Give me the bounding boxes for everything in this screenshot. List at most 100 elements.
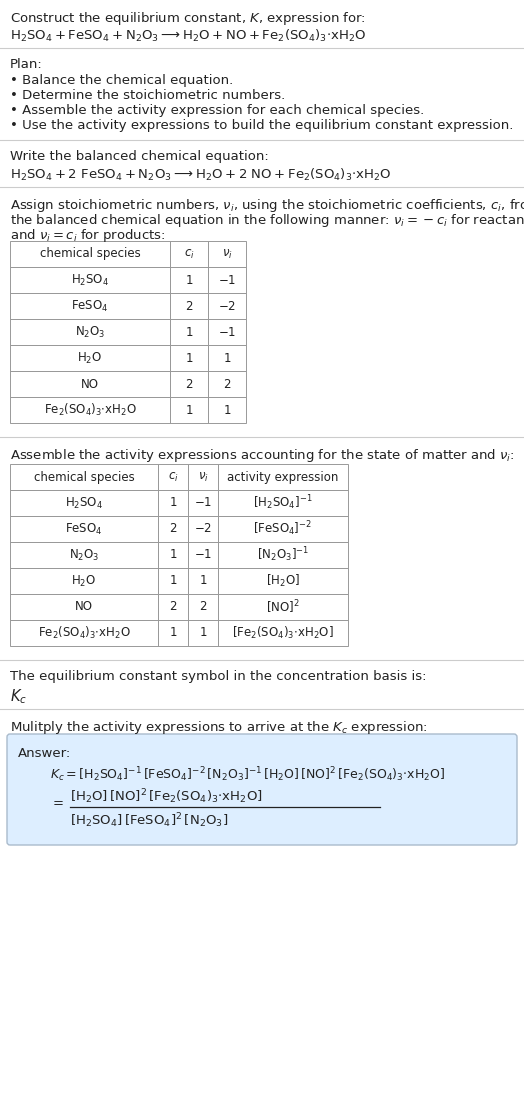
Text: • Assemble the activity expression for each chemical species.: • Assemble the activity expression for e… — [10, 104, 424, 117]
Text: Plan:: Plan: — [10, 58, 43, 71]
Bar — [158, 464, 188, 490]
Text: $-2$: $-2$ — [194, 522, 212, 535]
Bar — [218, 542, 348, 568]
Text: $-1$: $-1$ — [194, 548, 212, 562]
Bar — [170, 371, 208, 397]
Text: $[\mathrm{H_2SO_4}]^{-1}$: $[\mathrm{H_2SO_4}]^{-1}$ — [253, 494, 313, 512]
Bar — [170, 241, 208, 267]
Bar — [10, 620, 158, 646]
Text: $\mathrm{FeSO_4}$: $\mathrm{FeSO_4}$ — [65, 521, 103, 536]
Text: $c_i$: $c_i$ — [183, 248, 194, 261]
Text: $\mathrm{N_2O_3}$: $\mathrm{N_2O_3}$ — [69, 547, 99, 563]
Bar — [218, 490, 348, 516]
Text: 1: 1 — [185, 404, 193, 417]
Bar — [218, 593, 348, 620]
Bar — [188, 542, 218, 568]
Text: $\mathrm{H_2O}$: $\mathrm{H_2O}$ — [78, 350, 103, 365]
Text: $1$: $1$ — [199, 626, 207, 640]
Text: 2: 2 — [185, 377, 193, 391]
Bar — [158, 516, 188, 542]
Text: and $\nu_i = c_i$ for products:: and $\nu_i = c_i$ for products: — [10, 227, 166, 244]
Text: chemical species: chemical species — [40, 248, 140, 260]
Bar — [208, 267, 246, 293]
Bar — [10, 542, 158, 568]
Bar — [208, 319, 246, 344]
Bar — [10, 397, 170, 423]
Bar — [188, 490, 218, 516]
Text: chemical species: chemical species — [34, 471, 134, 484]
Bar — [170, 319, 208, 344]
Text: $[\mathrm{H_2SO_4}]\,[\mathrm{FeSO_4}]^{2}\,[\mathrm{N_2O_3}]$: $[\mathrm{H_2SO_4}]\,[\mathrm{FeSO_4}]^{… — [70, 811, 228, 829]
Text: The equilibrium constant symbol in the concentration basis is:: The equilibrium constant symbol in the c… — [10, 670, 427, 683]
Text: $\mathrm{FeSO_4}$: $\mathrm{FeSO_4}$ — [71, 298, 109, 314]
Text: 1: 1 — [169, 575, 177, 588]
Bar — [10, 464, 158, 490]
Text: Mulitply the activity expressions to arrive at the $K_c$ expression:: Mulitply the activity expressions to arr… — [10, 719, 428, 736]
Text: Assemble the activity expressions accounting for the state of matter and $\nu_i$: Assemble the activity expressions accoun… — [10, 446, 515, 464]
Text: 1: 1 — [169, 548, 177, 562]
Bar — [10, 516, 158, 542]
Text: activity expression: activity expression — [227, 471, 339, 484]
Text: NO: NO — [75, 600, 93, 613]
Text: $2$: $2$ — [223, 377, 231, 391]
Bar — [188, 620, 218, 646]
Bar — [218, 516, 348, 542]
Text: • Use the activity expressions to build the equilibrium constant expression.: • Use the activity expressions to build … — [10, 118, 514, 132]
Bar — [218, 620, 348, 646]
Text: 1: 1 — [185, 273, 193, 286]
Bar — [158, 490, 188, 516]
Text: $\mathrm{Fe_2(SO_4)_3{\cdot}xH_2O}$: $\mathrm{Fe_2(SO_4)_3{\cdot}xH_2O}$ — [38, 625, 130, 641]
Text: $K_c$: $K_c$ — [10, 687, 27, 705]
Text: $[\mathrm{FeSO_4}]^{-2}$: $[\mathrm{FeSO_4}]^{-2}$ — [254, 520, 312, 539]
Text: NO: NO — [81, 377, 99, 391]
Text: $K_c = [\mathrm{H_2SO_4}]^{-1}\,[\mathrm{FeSO_4}]^{-2}\,[\mathrm{N_2O_3}]^{-1}\,: $K_c = [\mathrm{H_2SO_4}]^{-1}\,[\mathrm… — [50, 765, 445, 783]
Text: 2: 2 — [185, 299, 193, 313]
Text: 2: 2 — [169, 522, 177, 535]
Text: $2$: $2$ — [199, 600, 207, 613]
Text: • Balance the chemical equation.: • Balance the chemical equation. — [10, 73, 233, 87]
Bar — [188, 568, 218, 593]
Bar — [10, 371, 170, 397]
Bar — [208, 371, 246, 397]
Text: $[\mathrm{H_2O}]\,[\mathrm{NO}]^{2}\,[\mathrm{Fe_2(SO_4)_3{\cdot}xH_2O}]$: $[\mathrm{H_2O}]\,[\mathrm{NO}]^{2}\,[\m… — [70, 787, 263, 805]
Bar — [10, 344, 170, 371]
Text: Answer:: Answer: — [18, 747, 71, 760]
Bar — [10, 267, 170, 293]
Text: $\mathrm{H_2SO_4 + 2\ FeSO_4 + N_2O_3 \longrightarrow H_2O + 2\ NO + Fe_2(SO_4)_: $\mathrm{H_2SO_4 + 2\ FeSO_4 + N_2O_3 \l… — [10, 167, 391, 183]
Text: $1$: $1$ — [223, 404, 231, 417]
Text: $\mathrm{H_2O}$: $\mathrm{H_2O}$ — [71, 574, 96, 589]
Text: 1: 1 — [169, 497, 177, 509]
Text: 1: 1 — [185, 351, 193, 364]
Text: $1$: $1$ — [223, 351, 231, 364]
Text: $\mathrm{H_2SO_4}$: $\mathrm{H_2SO_4}$ — [71, 272, 109, 287]
Text: 2: 2 — [169, 600, 177, 613]
Bar — [10, 319, 170, 344]
Bar — [170, 344, 208, 371]
Text: $[\mathrm{N_2O_3}]^{-1}$: $[\mathrm{N_2O_3}]^{-1}$ — [257, 545, 309, 564]
Bar — [158, 542, 188, 568]
Text: $1$: $1$ — [199, 575, 207, 588]
Bar — [10, 241, 170, 267]
Bar — [10, 293, 170, 319]
Bar — [218, 464, 348, 490]
Bar — [188, 464, 218, 490]
Bar — [170, 293, 208, 319]
Text: $-1$: $-1$ — [218, 326, 236, 339]
Bar — [10, 593, 158, 620]
Text: Assign stoichiometric numbers, $\nu_i$, using the stoichiometric coefficients, $: Assign stoichiometric numbers, $\nu_i$, … — [10, 197, 524, 214]
Text: 1: 1 — [169, 626, 177, 640]
Text: $-2$: $-2$ — [218, 299, 236, 313]
Text: $[\mathrm{Fe_2(SO_4)_3{\cdot}xH_2O}]$: $[\mathrm{Fe_2(SO_4)_3{\cdot}xH_2O}]$ — [232, 625, 334, 641]
Bar — [158, 568, 188, 593]
Text: $\nu_i$: $\nu_i$ — [198, 471, 209, 484]
Text: $[\mathrm{NO}]^{2}$: $[\mathrm{NO}]^{2}$ — [266, 598, 300, 615]
Bar — [208, 344, 246, 371]
Bar — [208, 293, 246, 319]
Text: $\mathrm{H_2SO_4}$: $\mathrm{H_2SO_4}$ — [65, 496, 103, 510]
Bar — [208, 397, 246, 423]
Bar — [158, 620, 188, 646]
Bar — [170, 397, 208, 423]
FancyBboxPatch shape — [7, 734, 517, 845]
Text: $\mathrm{N_2O_3}$: $\mathrm{N_2O_3}$ — [75, 325, 105, 340]
Bar — [158, 593, 188, 620]
